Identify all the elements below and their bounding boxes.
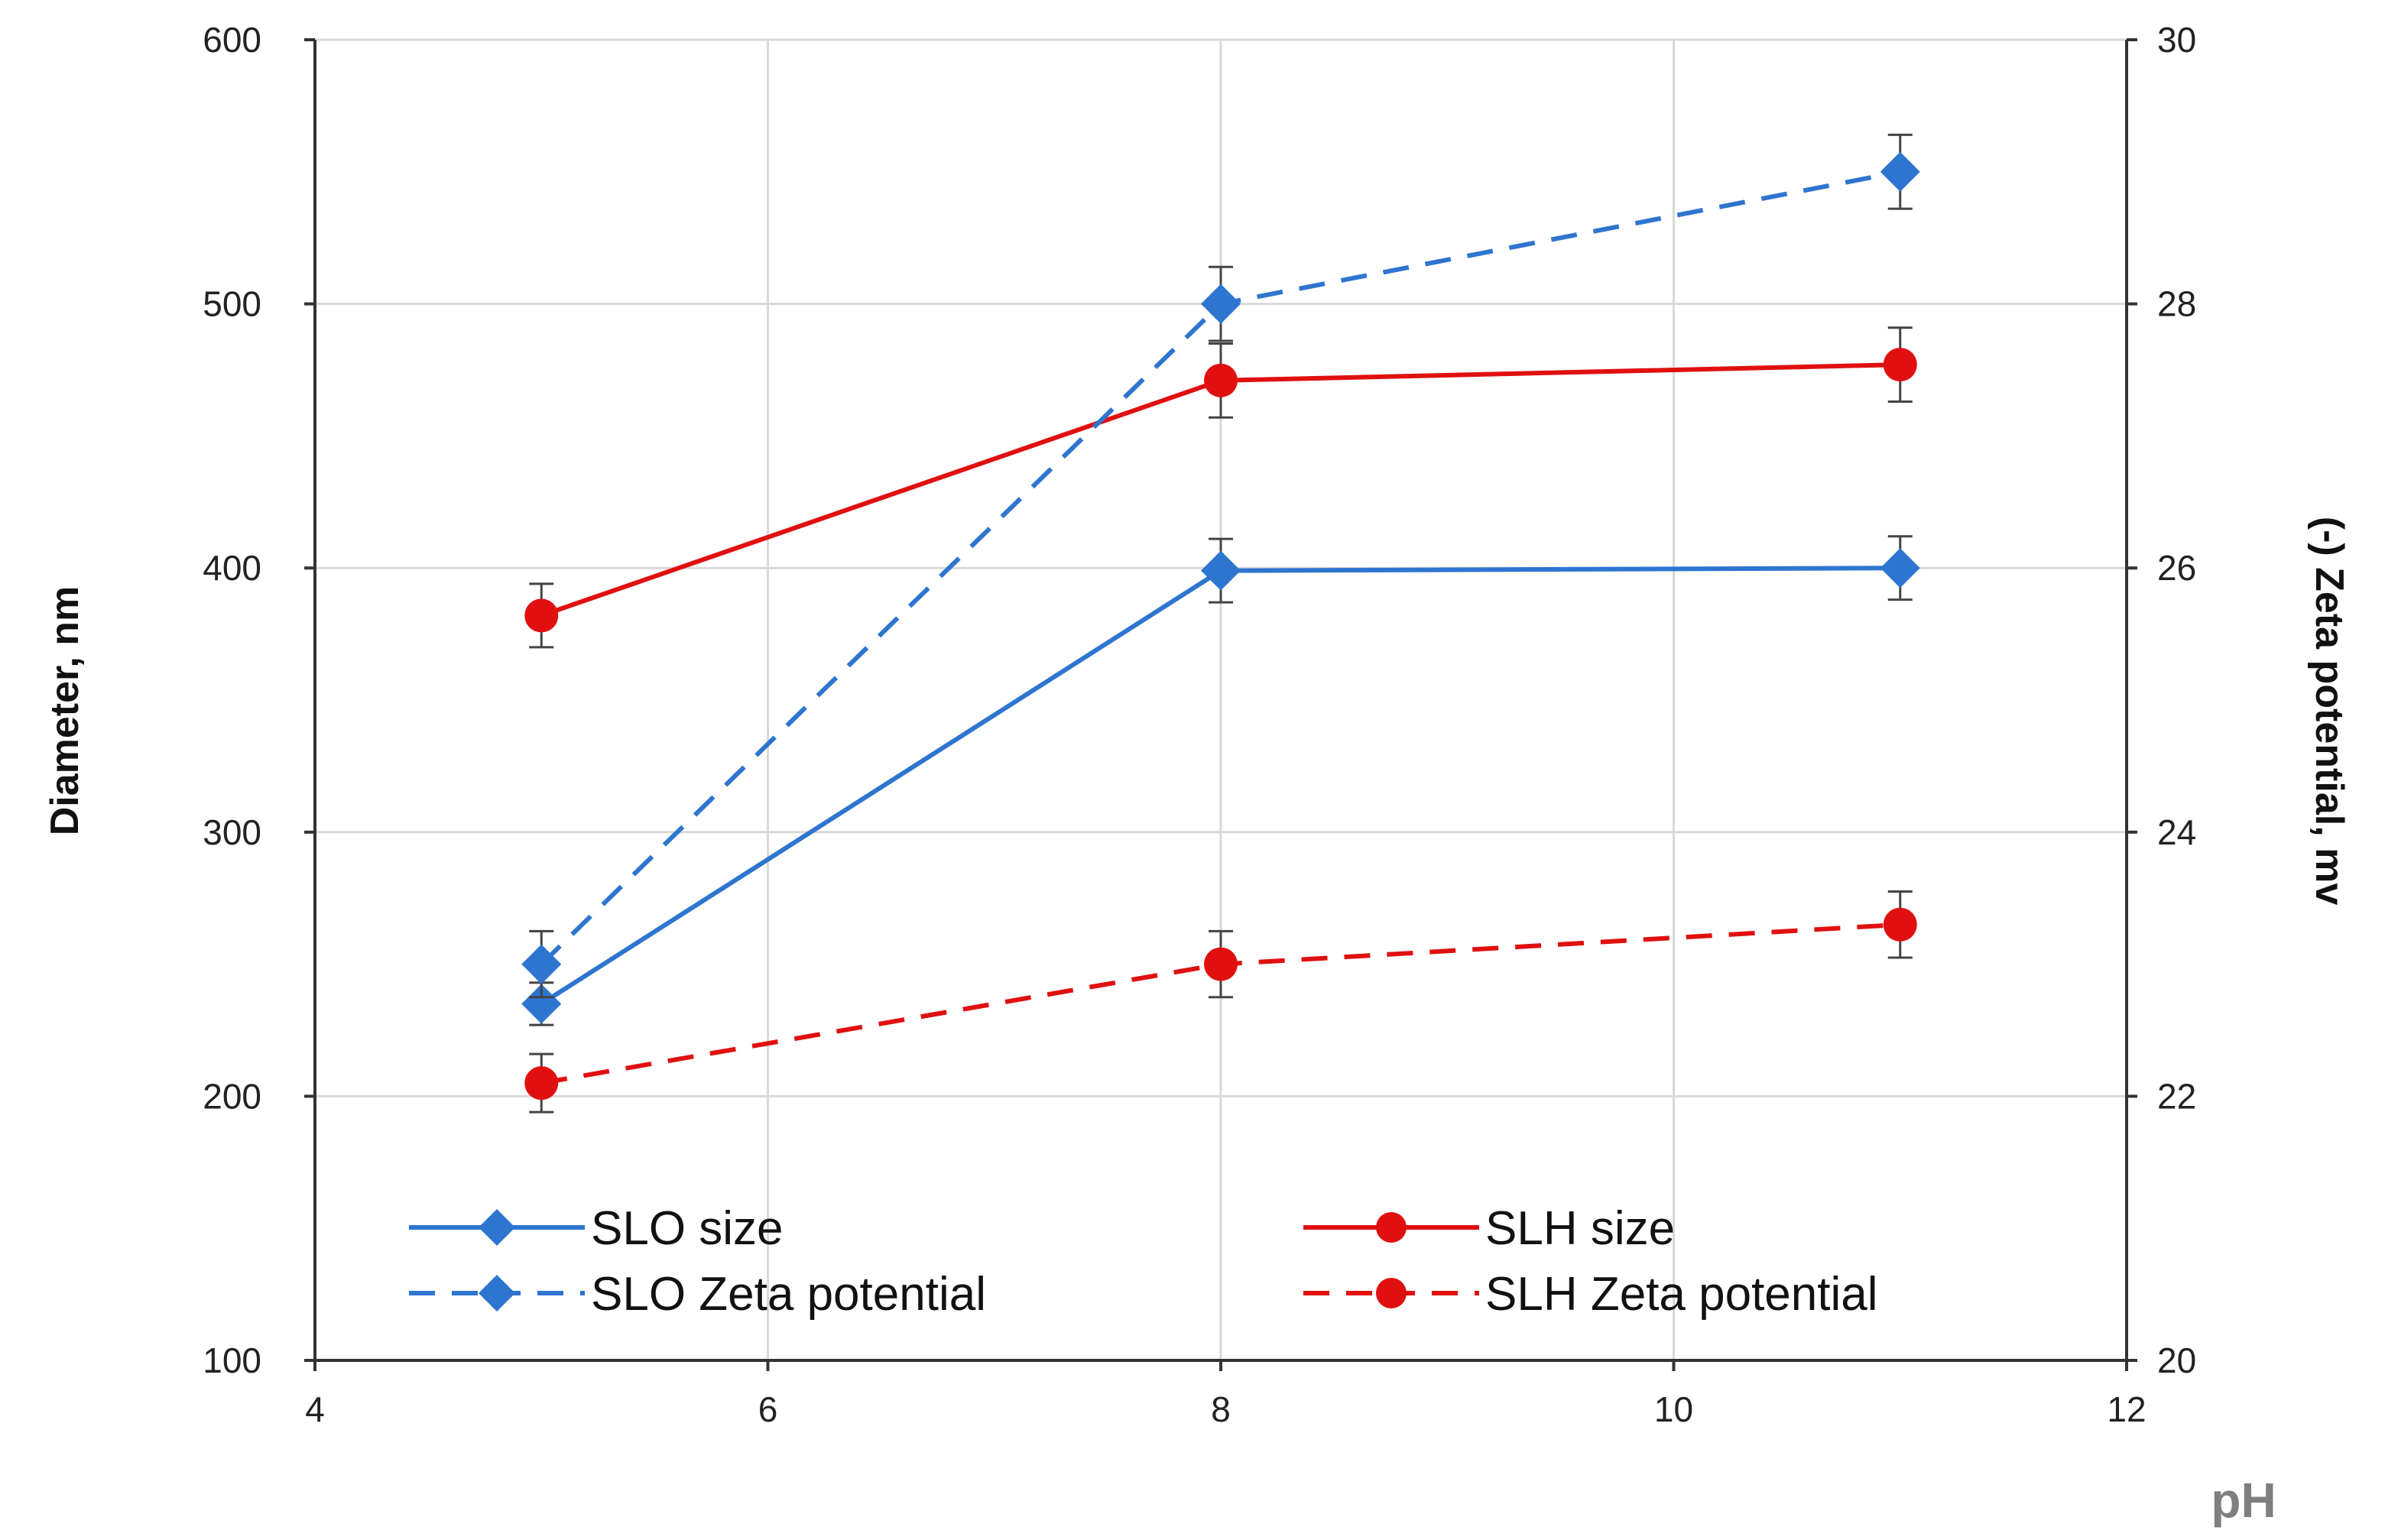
y-right-tick-label: 20 (2157, 1341, 2196, 1380)
axes (304, 38, 2137, 1371)
y-left-tick-label: 600 (203, 20, 261, 60)
legend-label: SLH Zeta potential (1485, 1268, 1878, 1321)
y-right-axis-title: (-) Zeta potential, mv (2307, 517, 2351, 906)
legend-swatch-marker (1376, 1212, 1407, 1243)
legend-label: SLO size (591, 1202, 784, 1255)
data-point (1201, 550, 1241, 591)
x-tick-label: 10 (1654, 1389, 1693, 1429)
legend-label: SLH size (1485, 1202, 1675, 1255)
series-slh-zeta-potential (524, 890, 1917, 1114)
x-axis-title: pH (2211, 1473, 2276, 1528)
y-left-axis-title: Diameter, nm (43, 586, 87, 836)
data-point (524, 598, 559, 633)
x-tick-label: 4 (305, 1389, 325, 1429)
legend-item: SLO Zeta potential (409, 1268, 986, 1321)
data-point (1880, 151, 1920, 192)
x-tick-label: 6 (758, 1389, 778, 1429)
data-point (1883, 348, 1917, 382)
y-left-tick-label: 400 (203, 548, 261, 588)
data-point (521, 944, 562, 984)
series-slo-zeta-potential (521, 133, 1920, 999)
x-tick-label: 8 (1211, 1389, 1231, 1429)
legend-item: SLO size (409, 1202, 784, 1255)
y-right-tick-label: 28 (2157, 284, 2196, 324)
y-left-tick-label: 300 (203, 812, 261, 852)
legend-swatch-marker (479, 1209, 515, 1246)
legend-swatch-marker (1376, 1278, 1407, 1308)
y-right-tick-label: 24 (2157, 812, 2196, 852)
data-point (1204, 363, 1238, 397)
data-point (1883, 907, 1917, 942)
data-point (1201, 284, 1241, 324)
series-slh-size (524, 326, 1917, 649)
data-point (521, 984, 562, 1024)
data-point (524, 1066, 559, 1101)
x-tick-label: 12 (2107, 1389, 2146, 1429)
y-right-tick-label: 26 (2157, 548, 2196, 588)
y-left-tick-label: 100 (203, 1341, 261, 1380)
tick-labels: 4 6 8 10 12 100 200 300 400 500 600 20 22 24 26 28 30 (203, 20, 2196, 1429)
legend: SLO size SLH size SLO Zeta potential SLH Ze… (409, 1202, 1878, 1321)
legend-item: SLH Zeta potential (1303, 1268, 1878, 1321)
y-right-tick-label: 22 (2157, 1076, 2196, 1116)
y-right-tick-label: 30 (2157, 20, 2196, 60)
data-series (521, 133, 1920, 1114)
y-left-tick-label: 200 (203, 1076, 261, 1116)
legend-swatch-marker (479, 1275, 515, 1311)
series-slo-size (521, 535, 1920, 1026)
data-point (1204, 947, 1238, 981)
legend-item: SLH size (1303, 1202, 1675, 1255)
data-point (1880, 548, 1920, 588)
legend-label: SLO Zeta potential (591, 1268, 986, 1321)
y-left-tick-label: 500 (203, 284, 261, 324)
